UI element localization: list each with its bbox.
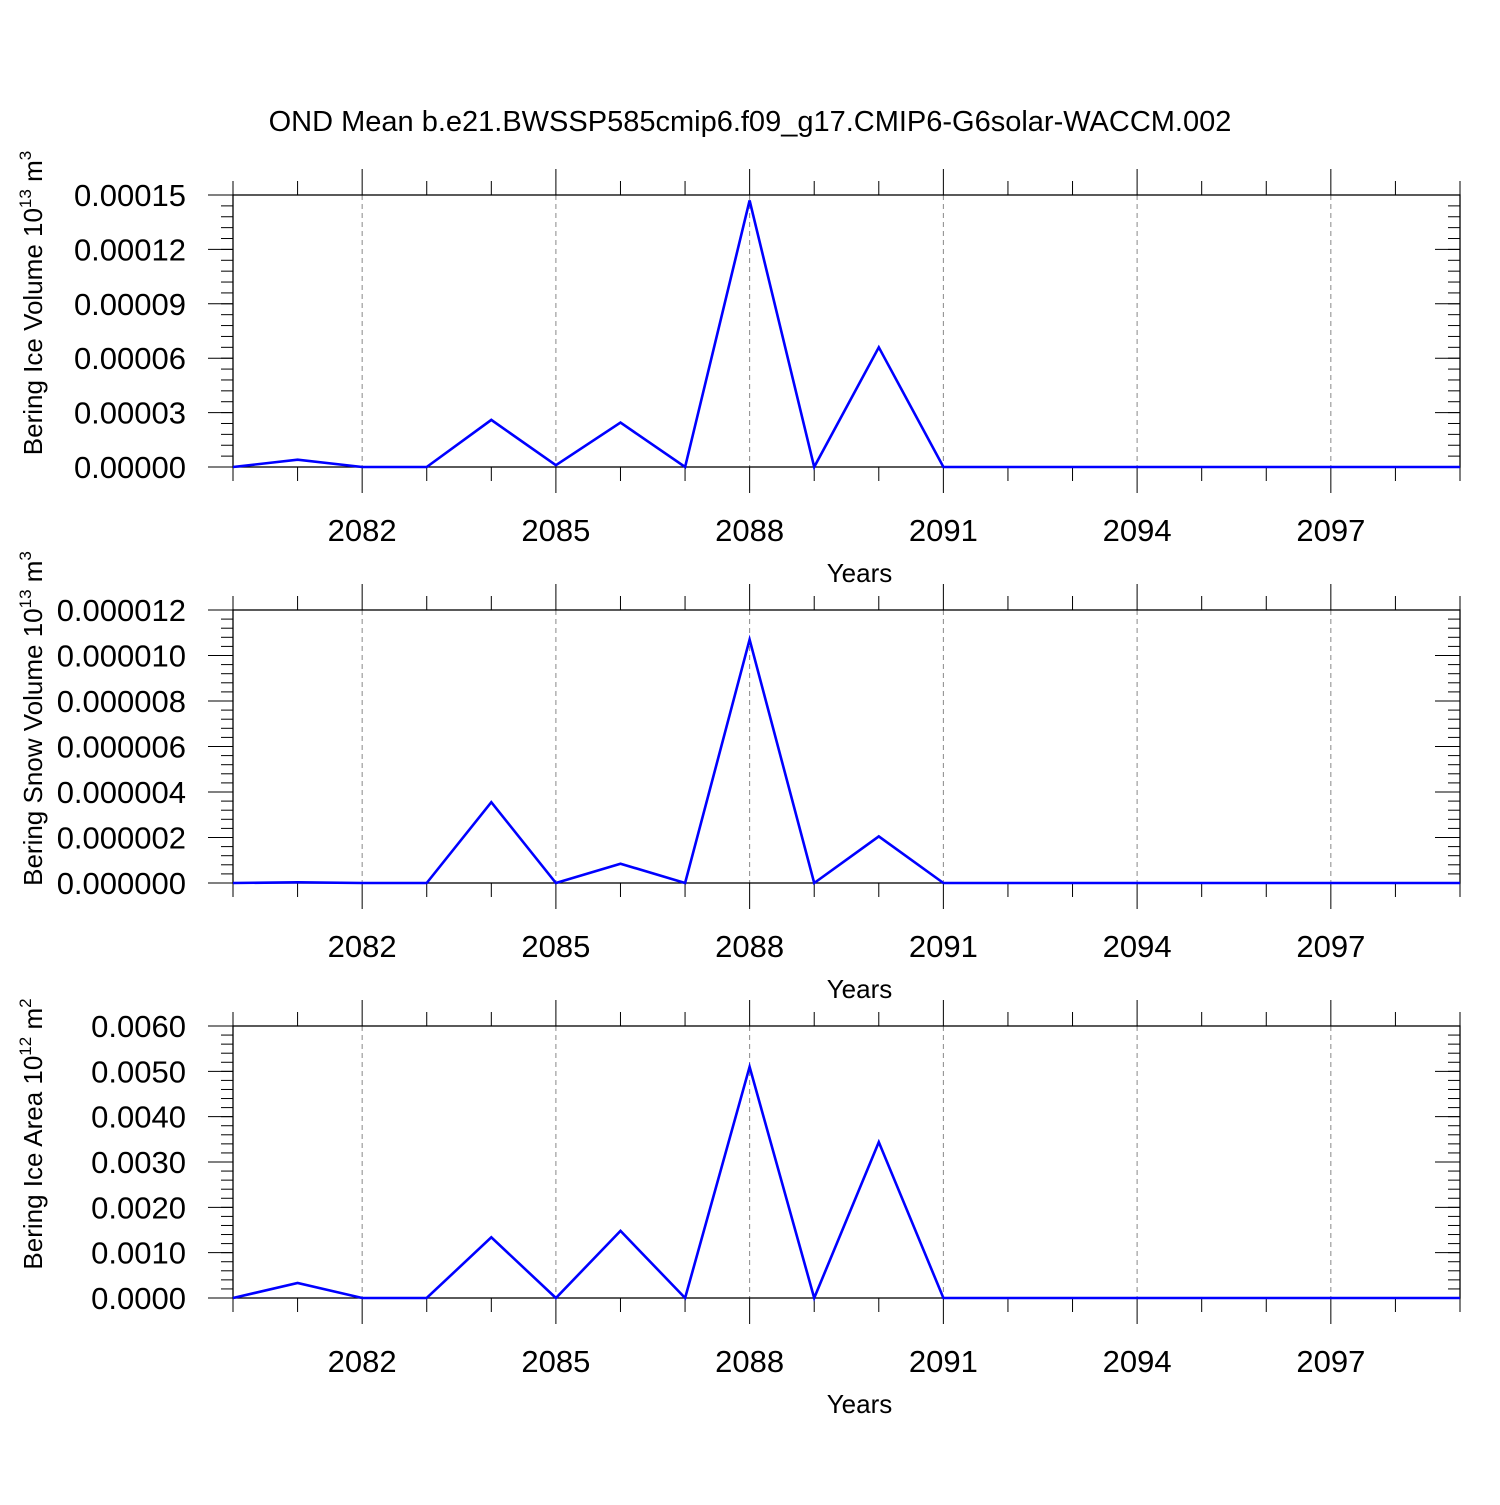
- x-tick-label: 2091: [909, 513, 978, 548]
- y-tick-label: 0.000004: [57, 775, 186, 810]
- y-tick-label: 0.0040: [91, 1100, 186, 1135]
- chart-panel-2: 2082 2085 2088 2091 2094 2097 0.000000 0.000002…: [16, 551, 1461, 1004]
- figure-title: OND Mean b.e21.BWSSP585cmip6.f09_g17.CMI…: [269, 106, 1232, 138]
- y-tick-label: 0.0060: [91, 1009, 186, 1044]
- x-tick-label: 2085: [521, 929, 590, 964]
- y-tick-label: 0.000006: [57, 730, 186, 765]
- x-tick-label: 2091: [909, 929, 978, 964]
- series-line: [232, 634, 1460, 886]
- series-line: [232, 1061, 1460, 1302]
- y-tick-label: 0.00012: [74, 232, 186, 267]
- x-axis-label: Years: [827, 1389, 893, 1419]
- y-tick-label: 0.0030: [91, 1145, 186, 1180]
- y-tick-label: 0.0000: [91, 1281, 186, 1316]
- y-tick-label: 0.00000: [74, 450, 186, 485]
- y-tick-label: 0.00006: [74, 341, 186, 376]
- y-axis-label-exponent: 12: [16, 1037, 35, 1056]
- y-axis-label-unit: m: [18, 561, 48, 590]
- x-tick-label: 2097: [1296, 513, 1365, 548]
- y-axis-label-text: Bering Ice Volume 10: [18, 208, 48, 455]
- x-tick-label: 2088: [715, 1344, 784, 1379]
- x-tick-label: 2091: [909, 1344, 978, 1379]
- chart-panel-1: 2082 2085 2088 2091 2094 2097 0.00000 0.00003 0.…: [16, 151, 1461, 588]
- x-tick-label: 2094: [1103, 513, 1172, 548]
- y-tick-label: 0.000012: [57, 593, 186, 628]
- y-axis-label-text: Bering Snow Volume 10: [18, 608, 48, 886]
- y-tick-label: 0.000002: [57, 821, 186, 856]
- chart-panel-3: 2082 2085 2088 2091 2094 2097 0.0000 0.0010 0.00…: [16, 998, 1461, 1419]
- y-axis-label: Bering Ice Volume 1013 m3: [16, 151, 48, 455]
- series-line: [232, 200, 1460, 471]
- y-tick-label: 0.000000: [57, 866, 186, 901]
- y-axis-label: Bering Snow Volume 1013 m3: [16, 551, 48, 886]
- y-tick-label: 0.00015: [74, 178, 186, 213]
- x-axis-label: Years: [827, 974, 893, 1004]
- y-axis-label-unit-exponent: 2: [16, 998, 35, 1007]
- y-axis-label-unit-exponent: 3: [16, 151, 35, 160]
- x-tick-label: 2097: [1296, 1344, 1365, 1379]
- x-tick-label: 2094: [1103, 929, 1172, 964]
- x-tick-label: 2085: [521, 1344, 590, 1379]
- x-tick-label: 2082: [328, 1344, 397, 1379]
- y-axis-label-unit: m: [18, 160, 48, 189]
- x-tick-label: 2097: [1296, 929, 1365, 964]
- plot-frame: [232, 194, 1461, 468]
- y-axis-label-exponent: 13: [16, 589, 35, 608]
- y-tick-label: 0.000010: [57, 639, 186, 674]
- y-tick-label: 0.00009: [74, 287, 186, 322]
- y-tick-label: 0.00003: [74, 396, 186, 431]
- y-tick-label: 0.0020: [91, 1190, 186, 1225]
- x-tick-label: 2088: [715, 513, 784, 548]
- y-tick-label: 0.000008: [57, 684, 186, 719]
- x-axis-label: Years: [827, 558, 893, 588]
- y-tick-label: 0.0010: [91, 1236, 186, 1271]
- y-axis-label: Bering Ice Area 1012 m2: [16, 998, 48, 1269]
- y-axis-label-exponent: 13: [16, 189, 35, 208]
- y-axis-label-unit: m: [18, 1008, 48, 1037]
- x-tick-label: 2085: [521, 513, 590, 548]
- y-tick-label: 0.0050: [91, 1054, 186, 1089]
- y-axis-label-text: Bering Ice Area 10: [18, 1056, 48, 1270]
- x-tick-label: 2082: [328, 929, 397, 964]
- y-axis-label-unit-exponent: 3: [16, 551, 35, 560]
- x-tick-label: 2082: [328, 513, 397, 548]
- x-tick-label: 2088: [715, 929, 784, 964]
- x-tick-label: 2094: [1103, 1344, 1172, 1379]
